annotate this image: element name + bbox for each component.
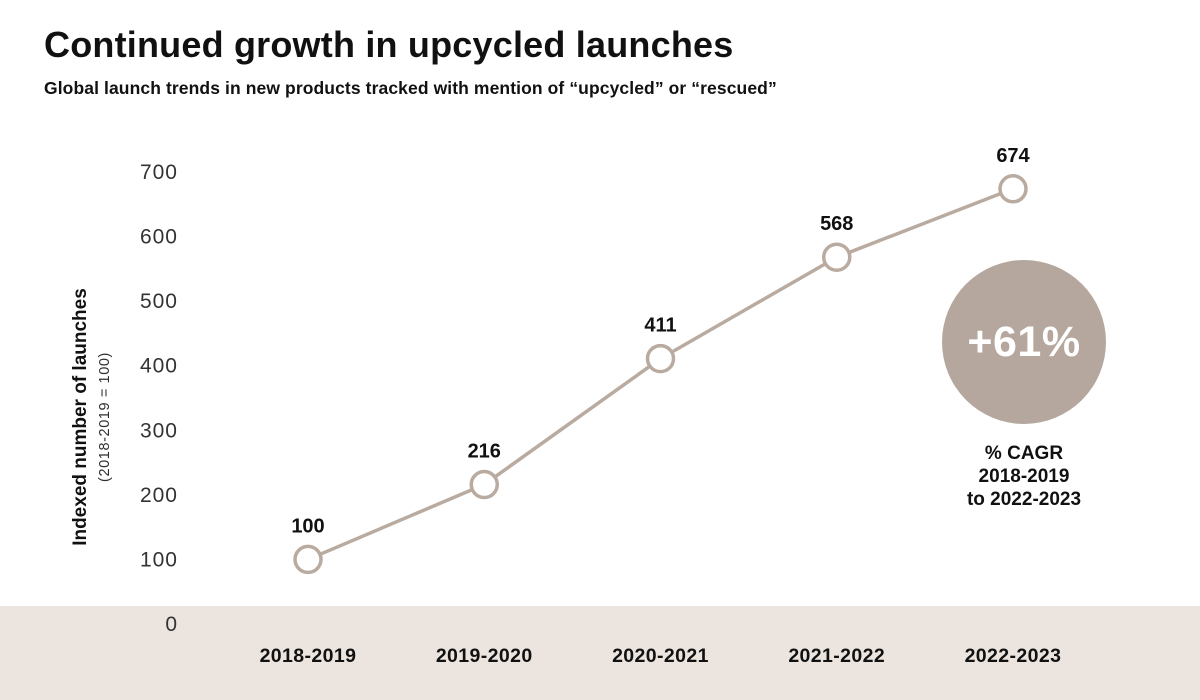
page-subtitle: Global launch trends in new products tra… <box>44 78 777 98</box>
y-tick-label: 600 <box>140 226 178 249</box>
y-tick-label: 0 <box>165 613 178 636</box>
cagr-badge-value: +61% <box>967 317 1081 366</box>
y-tick-label: 700 <box>140 161 178 184</box>
data-point-label: 411 <box>644 315 676 337</box>
cagr-caption-line: % CAGR <box>984 443 1064 464</box>
x-axis-label: 2019-2020 <box>436 645 533 667</box>
data-point-label: 674 <box>996 145 1030 167</box>
x-axis-label: 2018-2019 <box>260 645 357 667</box>
x-axis-band <box>0 606 1200 700</box>
data-point-label: 568 <box>820 213 853 235</box>
page-title: Continued growth in upcycled launches <box>44 24 734 65</box>
trend-line <box>306 187 1015 562</box>
cagr-caption-line: to 2022-2023 <box>966 489 1082 510</box>
data-point-marker <box>998 174 1028 204</box>
data-point-label: 216 <box>468 441 501 463</box>
y-tick-label: 400 <box>140 355 178 378</box>
cagr-badge-caption: % CAGR 2018-2019 to 2022-2023 <box>967 442 1081 511</box>
cagr-caption-line: 2018-2019 <box>978 466 1070 487</box>
data-point-marker <box>469 469 499 500</box>
y-tick-label: 500 <box>140 290 178 313</box>
y-tick-label: 200 <box>140 484 178 507</box>
y-tick-label: 300 <box>140 419 178 442</box>
x-axis-label: 2021-2022 <box>788 645 885 667</box>
x-axis-label: 2020-2021 <box>612 645 709 667</box>
data-point-label: 100 <box>291 515 324 537</box>
data-point-marker <box>293 544 323 575</box>
y-tick-label: 100 <box>140 548 178 571</box>
data-point-marker <box>645 343 676 374</box>
data-point-marker <box>822 242 852 272</box>
cagr-badge: +61% <box>942 260 1106 424</box>
x-axis-label: 2022-2023 <box>965 645 1062 667</box>
